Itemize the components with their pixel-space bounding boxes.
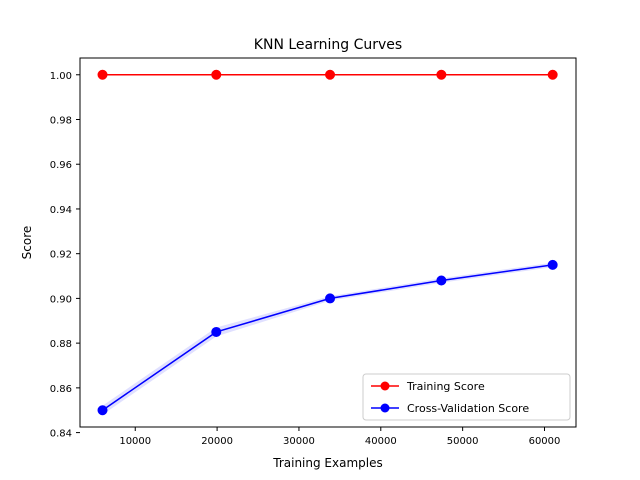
series-1-point — [436, 275, 447, 286]
y-tick-label: 0.94 — [50, 205, 72, 216]
x-tick-label: 60000 — [529, 436, 561, 447]
y-tick-label: 1.00 — [50, 71, 72, 82]
x-axis-label: Training Examples — [272, 456, 382, 470]
plot-area — [97, 69, 558, 416]
x-tick-label: 20000 — [201, 436, 233, 447]
series-1-point — [325, 293, 336, 304]
series-1-point — [211, 326, 222, 337]
chart-title: KNN Learning Curves — [254, 37, 402, 53]
y-tick-label: 0.92 — [50, 250, 72, 261]
x-tick-label: 10000 — [119, 436, 151, 447]
legend: Training Score Cross-Validation Score — [362, 373, 571, 421]
x-tick-label: 40000 — [365, 436, 397, 447]
series-0-point — [547, 69, 558, 80]
series-1-point — [547, 259, 558, 270]
y-tick-label: 0.96 — [50, 160, 72, 171]
y-tick-label: 0.98 — [50, 116, 72, 127]
series-1-point — [97, 405, 108, 416]
y-tick-label: 0.90 — [50, 294, 72, 305]
series-0-point — [325, 69, 336, 80]
legend-box — [362, 373, 571, 421]
y-tick-label: 0.86 — [50, 384, 72, 395]
x-axis-ticks: 10000 20000 30000 40000 50000 60000 — [119, 427, 560, 447]
y-tick-label: 0.88 — [50, 339, 72, 350]
series-0-point — [436, 69, 447, 80]
legend-label: Training Score — [406, 380, 485, 393]
legend-swatch-marker — [380, 403, 390, 413]
series-0-point — [211, 69, 222, 80]
axes-frame — [79, 57, 577, 428]
y-axis-ticks: 0.84 0.86 0.88 0.90 0.92 0.94 0.96 0.98 1.00 — [50, 71, 80, 440]
y-tick-label: 0.84 — [50, 429, 72, 440]
legend-label: Cross-Validation Score — [407, 402, 529, 415]
x-tick-label: 50000 — [447, 436, 479, 447]
legend-swatch-marker — [380, 381, 390, 391]
y-axis-label: Score — [20, 226, 34, 260]
x-tick-label: 30000 — [283, 436, 315, 447]
series-0-point — [97, 69, 108, 80]
